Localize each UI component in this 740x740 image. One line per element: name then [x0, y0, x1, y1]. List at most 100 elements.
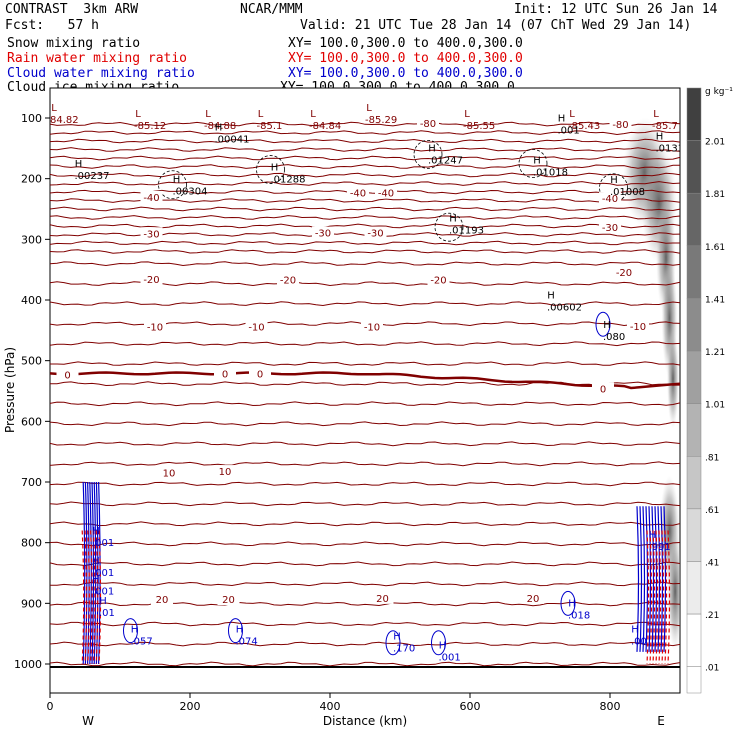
temperature-contour	[50, 206, 680, 212]
extremum-value: .057	[131, 637, 153, 648]
plot-frame	[49, 87, 681, 694]
field-label-cloud-water: Cloud water mixing ratio	[7, 66, 195, 81]
rain-contour	[649, 530, 653, 665]
extremum-value: -85.55	[463, 121, 495, 132]
y-tick-label: 800	[21, 537, 42, 550]
extremum-marker: H	[449, 213, 457, 224]
extremum-marker: L	[464, 109, 470, 120]
extremum-value: .01288	[271, 174, 306, 185]
temperature-contour	[50, 401, 680, 407]
temperature-label: 20	[376, 594, 389, 605]
rain-contour	[90, 530, 93, 665]
temperature-label-bg	[592, 382, 614, 395]
temperature-label: -10	[630, 322, 646, 333]
extremum-value: .00304	[173, 187, 208, 198]
temperature-label: -20	[430, 275, 446, 286]
temperature-contour	[50, 130, 680, 136]
extremum-marker: H	[92, 574, 100, 585]
cloud-water-contour	[89, 481, 92, 665]
colorbar-unit: g kg⁻¹	[705, 87, 733, 97]
colorbar-cell	[686, 140, 702, 194]
field-xy-cloud-water: XY= 100.0,300.0 to 400.0,300.0	[288, 66, 523, 81]
extremum-marker: L	[258, 109, 264, 120]
temperature-label: -10	[248, 323, 264, 334]
y-tick-label: 600	[21, 415, 42, 428]
temperature-label-bg	[427, 273, 450, 286]
extremum-marker: H	[649, 530, 657, 541]
ice-outline	[518, 149, 548, 178]
cloud-water-contour	[663, 506, 667, 652]
temperature-contour	[50, 461, 680, 467]
colorbar-label: .01	[705, 664, 719, 674]
temperature-contour	[50, 223, 680, 229]
rain-contour	[81, 530, 85, 665]
rain-contour	[92, 530, 96, 665]
colorbar-label: .41	[705, 558, 719, 568]
temperature-label-bg	[217, 593, 240, 606]
colorbar-cell	[686, 87, 702, 141]
extremum-marker: H	[568, 599, 576, 610]
temperature-label: -20	[143, 275, 159, 286]
temperature-contour	[50, 181, 680, 186]
colorbar-label: 2.01	[705, 138, 725, 148]
cloud-water-outline	[385, 630, 401, 656]
extremum-marker: L	[569, 109, 575, 120]
x-tick-label: 0	[47, 700, 54, 713]
extremum-value: -85.1	[257, 121, 283, 132]
extremum-value: -84.88	[204, 121, 236, 132]
temperature-contour	[50, 341, 680, 347]
temperature-label-bg	[522, 591, 544, 604]
temperature-contour	[50, 147, 680, 152]
extremum-marker: H	[271, 162, 279, 173]
extremum-value: .991	[649, 542, 671, 553]
center-title: NCAR/MMM	[240, 2, 303, 17]
temperature-label-bg	[627, 320, 649, 333]
extremum-value: .00237	[75, 171, 110, 182]
forecast-hour: Fcst: 57 h	[5, 18, 99, 33]
extremum-marker: H	[92, 556, 100, 567]
extremum-marker: H	[131, 625, 139, 636]
rain-contour	[658, 530, 662, 665]
x-end-label-east: E	[657, 714, 665, 728]
y-tick-label: 900	[21, 597, 42, 610]
temperature-label-bg	[151, 593, 173, 606]
y-tick-label: 200	[21, 173, 42, 186]
temperature-label-bg	[417, 116, 439, 129]
colorbar-label: 1.41	[705, 295, 725, 305]
temperature-label-bg	[277, 273, 299, 286]
extremum-marker: H	[656, 131, 664, 142]
cloud-water-outline	[228, 618, 243, 644]
cloud-water-contour	[657, 506, 661, 652]
cloud-water-contour	[654, 506, 658, 652]
temperature-label-bg	[361, 320, 383, 333]
colorbar-label: 1.21	[705, 348, 725, 358]
temperature-label-bg	[214, 367, 236, 380]
temperature-label-bg	[371, 591, 394, 604]
temperature-label-bg	[347, 186, 369, 199]
temperature-label: -40	[143, 193, 159, 204]
temperature-contour	[50, 421, 680, 427]
temperature-contour	[50, 441, 680, 447]
temperature-label: -40	[378, 189, 394, 200]
cloud-water-contour	[82, 481, 86, 665]
extremum-marker: H	[75, 159, 83, 170]
temperature-label: 0	[600, 385, 606, 396]
x-tick-label: 800	[600, 700, 621, 713]
temperature-contour	[50, 261, 680, 267]
extremum-marker: H	[393, 631, 401, 642]
extremum-marker: H	[547, 290, 555, 301]
y-tick-label: 500	[21, 355, 42, 368]
extremum-marker: L	[366, 103, 372, 114]
extremum-value: .001	[92, 586, 114, 597]
temperature-label: -10	[147, 323, 163, 334]
colorbar-cell	[686, 666, 702, 694]
temperature-label: -30	[315, 229, 331, 240]
colorbar-label: 1.81	[705, 190, 725, 200]
colorbar-label: 1.01	[705, 401, 725, 411]
cloud-water-outline	[560, 590, 576, 616]
extremum-marker: H	[439, 640, 447, 651]
temperature-label: -80	[420, 119, 436, 130]
colorbar-label: .61	[705, 506, 719, 516]
cloud-water-contour	[636, 506, 640, 652]
